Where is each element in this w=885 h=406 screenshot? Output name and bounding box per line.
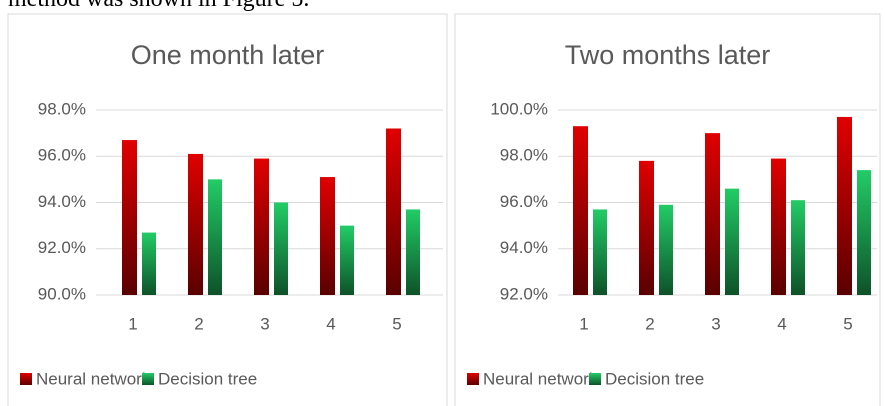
legend-label: Decision tree <box>158 369 257 388</box>
bar <box>837 116 852 295</box>
legend-label: Decision tree <box>605 369 704 388</box>
y-tick-label: 94.0% <box>38 192 86 211</box>
x-tick-label: 4 <box>326 314 335 333</box>
bar <box>274 202 288 295</box>
x-tick-label: 3 <box>711 314 720 333</box>
y-tick-label: 98.0% <box>38 99 86 118</box>
bar <box>386 128 401 295</box>
bar <box>791 200 805 295</box>
y-tick-label: 98.0% <box>500 146 548 165</box>
bar <box>705 133 720 295</box>
legend-swatch <box>467 373 479 385</box>
bar <box>857 170 871 295</box>
y-tick-label: 94.0% <box>500 238 548 257</box>
bar <box>142 232 156 295</box>
y-tick-label: 92.0% <box>500 284 548 303</box>
bar <box>188 153 203 295</box>
bar <box>122 140 137 295</box>
bar <box>659 204 673 295</box>
bar <box>771 158 786 295</box>
y-tick-label: 96.0% <box>500 192 548 211</box>
y-tick-label: 100.0% <box>490 99 548 118</box>
bar <box>725 188 739 295</box>
legend-label: Neural network <box>483 369 598 388</box>
bar <box>320 177 335 295</box>
x-tick-label: 2 <box>194 314 203 333</box>
x-tick-label: 1 <box>128 314 137 333</box>
x-tick-label: 2 <box>645 314 654 333</box>
bar <box>254 158 269 295</box>
bar <box>573 126 588 295</box>
bar <box>639 160 654 295</box>
y-tick-label: 96.0% <box>38 146 86 165</box>
bar <box>208 179 222 295</box>
legend-label: Neural network <box>36 369 151 388</box>
x-tick-label: 3 <box>260 314 269 333</box>
x-tick-label: 5 <box>392 314 401 333</box>
x-tick-label: 4 <box>777 314 786 333</box>
chart-title: One month later <box>131 40 325 70</box>
legend-swatch <box>142 373 154 385</box>
y-tick-label: 92.0% <box>38 238 86 257</box>
chart-title: Two months later <box>565 40 771 70</box>
legend-swatch <box>589 373 601 385</box>
body-text: method was shown in Figure 5. <box>8 0 309 13</box>
x-tick-label: 1 <box>579 314 588 333</box>
x-tick-label: 5 <box>843 314 852 333</box>
legend-swatch <box>20 373 32 385</box>
bar <box>340 225 354 295</box>
bar <box>593 209 607 295</box>
y-tick-label: 90.0% <box>38 284 86 303</box>
bar <box>406 209 420 295</box>
chart-panel <box>7 13 448 406</box>
